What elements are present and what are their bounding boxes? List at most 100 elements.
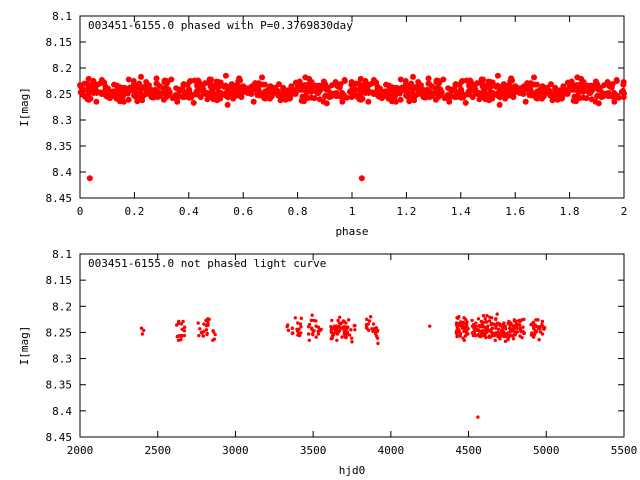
phased-data-point: [489, 79, 496, 86]
phased-data-point: [589, 84, 596, 91]
unphased-data-point: [139, 326, 144, 330]
unphased-data-point: [212, 337, 217, 341]
unphased-chart-title: 003451-6155.0 not phased light curve: [88, 257, 326, 270]
unphased-x-tick-label: 2500: [144, 444, 171, 457]
unphased-data-point: [299, 316, 304, 321]
unphased-data-point: [344, 331, 348, 336]
phased-data-point: [484, 93, 491, 100]
unphased-data-point: [179, 322, 184, 326]
unphased-data-point: [480, 329, 484, 333]
phased-data-point: [467, 80, 474, 87]
unphased-data-point: [298, 322, 303, 326]
phased-data-point: [447, 94, 454, 101]
unphased-y-tick-label: 8.4: [52, 405, 72, 418]
unphased-data-point: [347, 333, 352, 337]
unphased-data-point: [198, 327, 202, 331]
phased-data-point: [297, 86, 304, 93]
unphased-data-point: [316, 332, 321, 336]
unphased-data-point: [489, 328, 493, 332]
unphased-data-point: [522, 317, 526, 322]
phased-data-point: [522, 98, 529, 105]
unphased-data-point: [461, 336, 465, 340]
unphased-data-point: [365, 317, 369, 322]
unphased-data-point: [458, 334, 462, 338]
phased-data-point: [299, 93, 306, 100]
unphased-data-point: [299, 324, 303, 329]
unphased-data-point: [140, 332, 145, 336]
phased-y-tick-label: 8.4: [52, 166, 72, 179]
phased-data-point: [175, 94, 182, 101]
phased-y-tick-label: 8.1: [52, 10, 72, 23]
unphased-data-point: [481, 314, 486, 318]
phased-data-point: [436, 78, 443, 85]
phased-data-point: [261, 81, 268, 88]
phased-y-axis-label: I[mag]: [18, 87, 31, 127]
phased-data-point: [369, 89, 376, 96]
phased-data-point: [153, 75, 160, 82]
phased-data-point: [397, 76, 404, 83]
unphased-data-point: [364, 323, 369, 327]
unphased-data-point: [371, 329, 375, 334]
unphased-data-point: [466, 327, 470, 331]
unphased-data-point: [339, 321, 344, 325]
phased-data-point: [164, 78, 171, 85]
unphased-data-point: [507, 326, 512, 330]
unphased-data-point: [498, 322, 502, 326]
unphased-data-point: [541, 324, 545, 329]
phased-data-point: [163, 94, 170, 101]
phased-data-point: [509, 77, 516, 84]
unphased-data-point: [202, 329, 206, 334]
phased-data-point: [494, 72, 501, 79]
phased-data-point: [288, 83, 295, 90]
unphased-data-point: [349, 336, 354, 340]
unphased-x-tick-label: 5000: [533, 444, 560, 457]
unphased-data-point: [470, 318, 474, 323]
phased-data-point: [492, 91, 499, 98]
phased-data-point: [534, 95, 541, 102]
unphased-data-point: [319, 327, 323, 331]
phased-data-point: [79, 86, 86, 93]
unphased-data-point: [201, 334, 205, 338]
phased-data-point: [292, 79, 299, 86]
phased-data-point: [409, 94, 416, 101]
phased-chart-title: 003451-6155.0 phased with P=0.3769830day: [88, 19, 353, 32]
phased-data-point: [124, 89, 131, 96]
unphased-data-point: [487, 335, 491, 339]
unphased-data-point: [465, 320, 469, 324]
phased-data-point: [240, 84, 247, 91]
unphased-data-point: [177, 333, 182, 338]
unphased-data-point: [485, 314, 489, 318]
phased-data-point: [237, 77, 244, 84]
unphased-data-point: [335, 338, 339, 342]
unphased-data-point: [504, 327, 508, 331]
unphased-data-point: [466, 332, 470, 336]
unphased-y-tick-label: 8.3: [52, 353, 72, 366]
phased-x-tick-label: 1.6: [505, 205, 525, 218]
phased-data-point: [369, 80, 376, 87]
phased-data-point: [259, 74, 266, 81]
phased-data-point: [375, 93, 382, 100]
phased-data-point: [448, 87, 455, 94]
unphased-data-point: [478, 334, 483, 339]
phased-data-point: [336, 84, 343, 91]
phased-data-point: [222, 72, 229, 79]
unphased-x-tick-label: 3000: [222, 444, 249, 457]
phased-data-point: [410, 85, 417, 92]
unphased-data-point: [512, 319, 517, 323]
phased-data-point: [320, 78, 327, 85]
phased-x-tick-label: 0.6: [233, 205, 253, 218]
phased-data-point: [302, 74, 309, 81]
phased-data-point: [618, 88, 625, 95]
phased-data-point: [280, 92, 287, 99]
phased-data-point: [459, 78, 466, 84]
phased-data-point: [137, 94, 144, 101]
unphased-data-point: [531, 326, 536, 330]
unphased-data-point: [329, 326, 334, 330]
phased-x-tick-label: 0: [77, 205, 84, 218]
unphased-data-point: [510, 333, 514, 338]
unphased-data-point: [522, 331, 526, 335]
phased-data-point: [180, 81, 187, 88]
phased-data-point: [125, 76, 132, 83]
phased-data-point: [191, 91, 198, 98]
phased-data-point: [221, 83, 228, 90]
